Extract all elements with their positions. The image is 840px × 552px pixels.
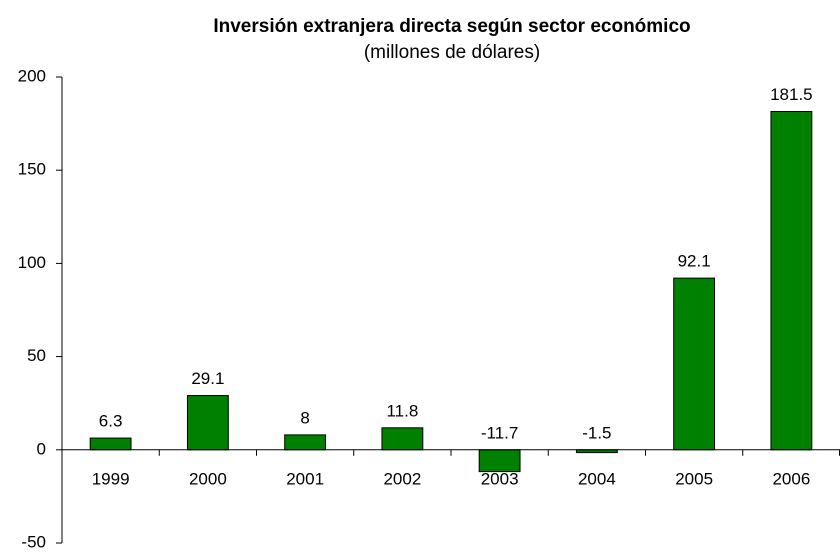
x-tick-label: 2003 <box>481 469 519 488</box>
value-label: 29.1 <box>191 369 224 388</box>
y-tick-label: 50 <box>27 346 46 365</box>
chart-title: Inversión extranjera directa según secto… <box>213 16 690 37</box>
bar <box>186 395 229 451</box>
x-tick-label: 2002 <box>383 469 421 488</box>
bar <box>770 110 813 451</box>
bar <box>89 437 132 451</box>
x-tick-label: 2004 <box>578 469 616 488</box>
y-tick-label: 200 <box>18 66 46 85</box>
y-tick-label: -50 <box>21 532 46 551</box>
value-label: 181.5 <box>770 85 813 104</box>
bar <box>284 434 327 451</box>
value-label: 92.1 <box>678 252 711 271</box>
x-tick-label: 2005 <box>675 469 713 488</box>
value-label: -11.7 <box>481 423 519 442</box>
x-tick-label: 2000 <box>189 469 227 488</box>
y-tick-label: 0 <box>37 439 46 458</box>
x-tick-label: 2001 <box>286 469 324 488</box>
bar <box>673 277 716 451</box>
value-label: -1.5 <box>582 423 611 442</box>
bar <box>381 427 424 451</box>
y-tick-label: 150 <box>18 160 46 179</box>
value-label: 8 <box>300 408 309 427</box>
value-label: 11.8 <box>386 401 418 420</box>
chart-subtitle: (millones de dólares) <box>364 42 540 63</box>
x-tick-label: 1999 <box>92 469 130 488</box>
value-label: 6.3 <box>99 412 123 431</box>
x-tick-label: 2006 <box>772 469 810 488</box>
y-tick-label: 100 <box>18 253 46 272</box>
